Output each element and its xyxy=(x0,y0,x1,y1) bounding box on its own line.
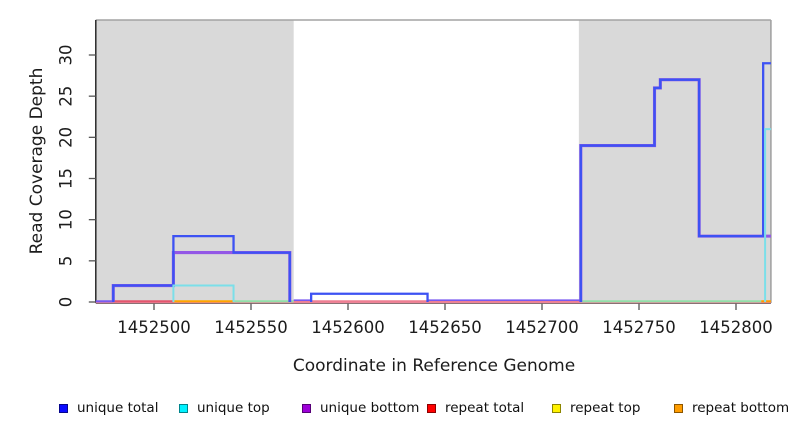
legend-item-repeat-total: repeat total xyxy=(427,399,524,417)
legend-item-unique-bottom: unique bottom xyxy=(302,399,419,417)
legend-item-repeat-bottom: repeat bottom xyxy=(674,399,789,417)
x-tick-label: 1452550 xyxy=(214,318,288,337)
legend: unique total unique top unique bottom repea… xyxy=(0,399,792,417)
legend-swatch-icon xyxy=(552,403,561,413)
legend-swatch-icon xyxy=(427,403,436,413)
legend-label: unique bottom xyxy=(320,400,420,416)
legend-label: repeat bottom xyxy=(692,400,790,416)
y-tick-label: 5 xyxy=(57,256,76,267)
legend-swatch-icon xyxy=(59,403,68,413)
y-tick-label: 15 xyxy=(57,168,76,189)
legend-swatch-icon xyxy=(674,403,683,413)
series-line-unique-total xyxy=(112,234,291,302)
y-axis-title: Read Coverage Depth xyxy=(27,67,47,255)
x-tick-label: 1452700 xyxy=(505,318,579,337)
series-line-unique-total xyxy=(309,292,429,302)
legend-item-unique-top: unique top xyxy=(179,399,270,417)
y-tick-label: 20 xyxy=(57,127,76,148)
y-tick-label: 10 xyxy=(57,209,76,230)
legend-swatch-icon xyxy=(179,403,188,413)
y-tick-label: 25 xyxy=(57,86,76,107)
legend-swatch-icon xyxy=(302,403,311,413)
x-tick-label: 1452500 xyxy=(117,318,191,337)
x-tick-label: 1452650 xyxy=(408,318,482,337)
masked-region-shade xyxy=(578,20,771,303)
legend-item-unique-total: unique total xyxy=(59,399,158,417)
series-line-unique-top xyxy=(172,284,235,302)
x-axis-title: Coordinate in Reference Genome xyxy=(292,356,576,376)
legend-label: unique top xyxy=(197,400,270,416)
series-line-unique-total xyxy=(579,62,771,302)
y-tick-label: 30 xyxy=(57,45,76,66)
legend-label: unique total xyxy=(77,400,159,416)
x-tick-label: 1452600 xyxy=(311,318,385,337)
legend-label: repeat total xyxy=(445,400,525,416)
legend-label: repeat top xyxy=(570,400,641,416)
series-line-unique-top xyxy=(764,128,771,302)
y-tick-label: 0 xyxy=(57,297,76,308)
x-tick-label: 1452800 xyxy=(699,318,773,337)
x-tick-label: 1452750 xyxy=(602,318,676,337)
legend-item-repeat-top: repeat top xyxy=(552,399,640,417)
masked-region-shade xyxy=(95,20,294,303)
